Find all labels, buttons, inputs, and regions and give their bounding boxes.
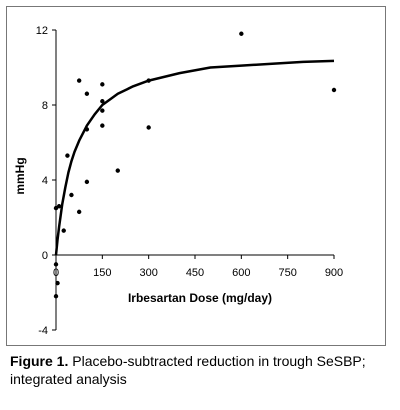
x-tick-label: 150 <box>93 267 111 279</box>
data-point <box>65 153 70 158</box>
y-tick-label: -4 <box>38 325 48 337</box>
data-points <box>53 31 337 299</box>
data-point <box>84 91 90 96</box>
data-point <box>146 78 151 83</box>
axis-ticks: -4 0 4 8 12 0 150 300 450 600 750 900 <box>36 25 343 337</box>
y-axis-label: mmHg <box>13 157 27 194</box>
x-axis-label: Irbesartan Dose (mg/day) <box>128 291 272 305</box>
data-point <box>84 127 90 132</box>
figure-caption: Figure 1. Placebo-subtracted reduction i… <box>10 352 394 388</box>
data-point <box>146 125 151 130</box>
y-tick-label: 12 <box>36 25 48 37</box>
caption-text: Placebo-subtracted reduction in trough S… <box>10 353 366 387</box>
y-tick-label: 0 <box>42 250 48 262</box>
x-tick-label: 600 <box>232 267 250 279</box>
data-point <box>100 123 105 128</box>
data-point <box>84 179 90 185</box>
data-point <box>100 108 105 113</box>
data-point <box>115 168 120 173</box>
y-tick-label: 4 <box>42 175 48 187</box>
figure-frame <box>6 6 386 346</box>
data-point <box>100 99 105 104</box>
data-point <box>56 204 62 209</box>
data-point <box>100 82 105 87</box>
caption-figure-label: Figure 1. <box>10 353 69 369</box>
data-point <box>76 78 82 83</box>
data-point <box>69 192 74 198</box>
x-tick-label: 900 <box>325 267 343 279</box>
data-point <box>53 262 59 267</box>
x-tick-label: 300 <box>139 267 157 279</box>
data-point <box>76 209 82 215</box>
data-point <box>55 280 60 286</box>
x-tick-label: 750 <box>278 267 296 279</box>
data-point <box>61 228 66 233</box>
chart-axes <box>55 30 334 330</box>
data-point <box>331 87 337 93</box>
dose-response-chart: -4 0 4 8 12 0 150 300 450 600 750 900 mmHg Irbesart… <box>13 25 343 337</box>
x-tick-label: 0 <box>53 267 59 279</box>
y-tick-label: 8 <box>42 100 48 112</box>
data-point <box>53 294 59 299</box>
data-point <box>239 31 244 36</box>
x-tick-label: 450 <box>186 267 204 279</box>
fit-curve-group <box>54 59 335 256</box>
fit-curve <box>54 59 335 256</box>
